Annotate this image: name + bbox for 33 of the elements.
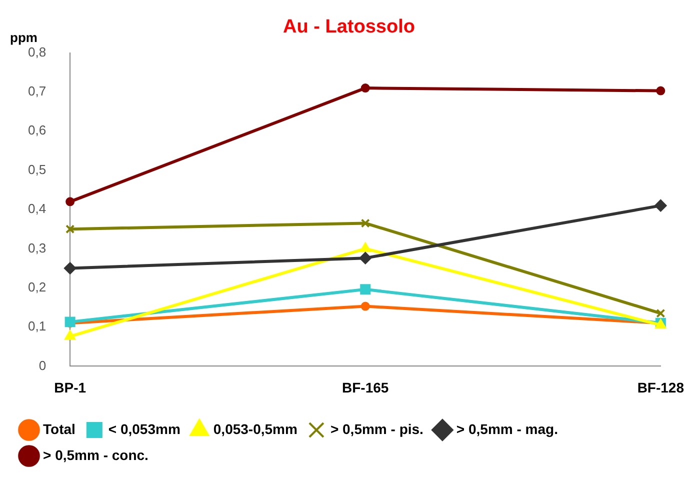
point [64, 262, 76, 274]
y-tick-label: 0,5 [28, 162, 46, 177]
point [656, 86, 666, 96]
point [359, 252, 372, 264]
x-tick-label: BF-128 [637, 379, 684, 396]
point [360, 218, 370, 228]
legend-label: 0,053-0,5mm [213, 420, 298, 437]
legend-label: > 0,5mm - mag. [456, 420, 558, 437]
point [66, 224, 75, 234]
legend-label: > 0,5mm - pis. [330, 420, 424, 437]
point [654, 200, 667, 212]
y-tick-label: 0,7 [28, 84, 46, 99]
point [66, 197, 75, 206]
point [360, 84, 370, 93]
y-tick-label: 0,6 [28, 122, 46, 138]
x-tick-label: BF-165 [342, 379, 389, 396]
y-tick-label: 0,3 [28, 240, 46, 256]
point [656, 308, 666, 318]
point [360, 284, 371, 295]
chart-title: Au - Latossolo [283, 16, 415, 38]
point [360, 242, 371, 252]
legend-label: < 0,053mm [108, 420, 180, 437]
y-tick-label: 0 [38, 358, 46, 373]
point [360, 302, 370, 311]
y-tick-label: 0,4 [28, 201, 46, 216]
y-tick-label: 0,8 [28, 44, 46, 60]
point [64, 330, 76, 340]
legend-label: Total [43, 420, 76, 437]
legend-label: > 0,5mm - conc. [43, 446, 148, 463]
y-tick-label: 0,2 [28, 279, 46, 294]
y-tick-label: 0,1 [28, 318, 46, 334]
y-axis-title: ppm [10, 30, 38, 45]
x-tick-label: BP-1 [54, 379, 86, 396]
